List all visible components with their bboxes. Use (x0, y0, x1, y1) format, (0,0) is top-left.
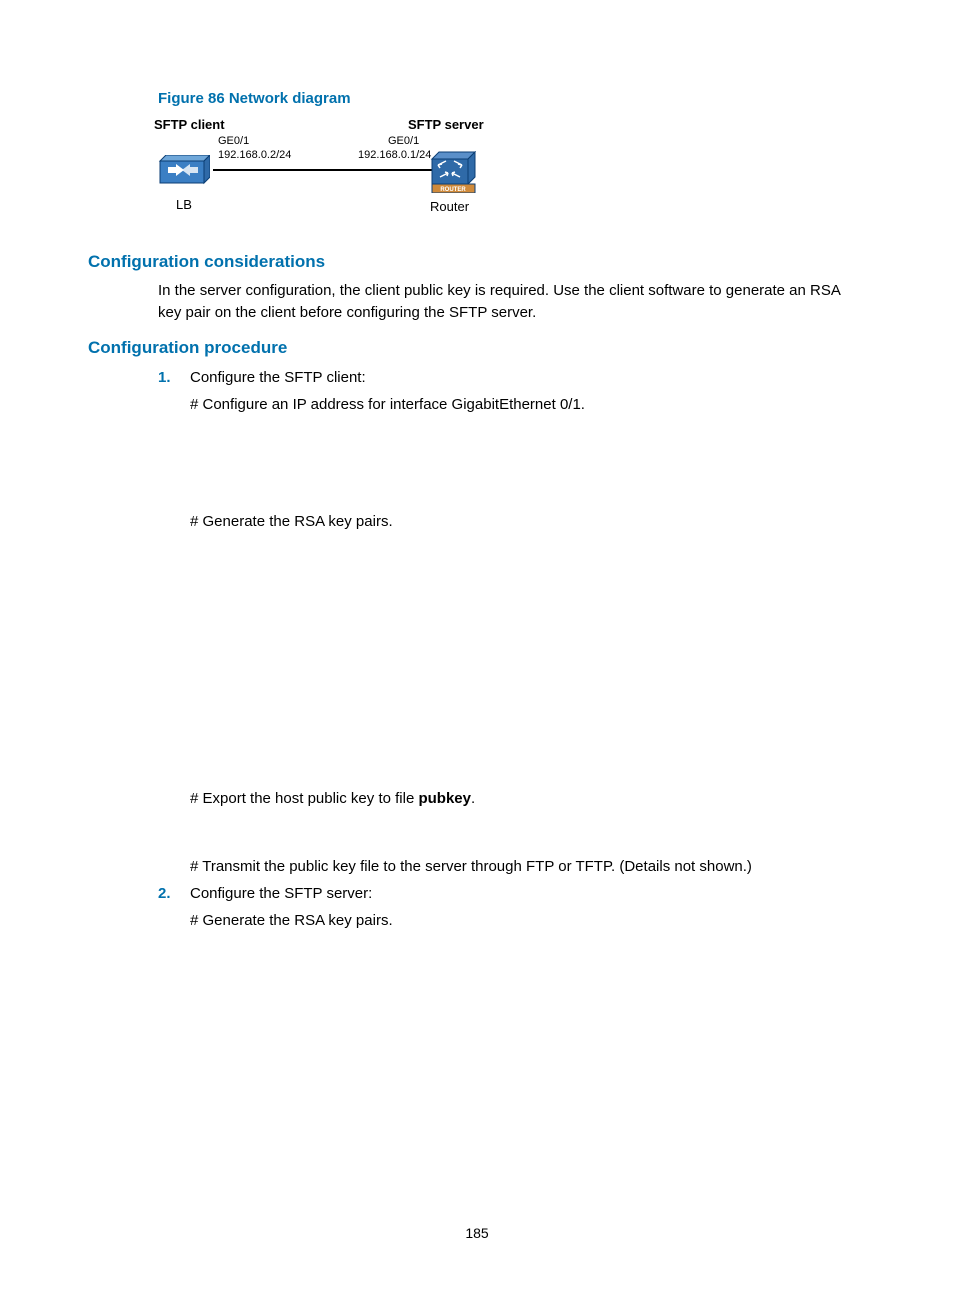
list-text-1: Configure the SFTP client: (190, 366, 874, 389)
list-number-1: 1. (158, 366, 190, 389)
diagram-right-interface: GE0/1 (388, 135, 419, 147)
spacer (88, 420, 874, 510)
lb-device-icon (154, 155, 210, 194)
item1-sub2: # Generate the RSA key pairs. (190, 510, 874, 533)
diagram-right-ip: 192.168.0.1/24 (358, 149, 431, 161)
item1-sub3-suffix: . (471, 790, 475, 807)
procedure-item-2: 2. Configure the SFTP server: (158, 882, 874, 905)
heading-procedure: Configuration procedure (88, 338, 874, 358)
item1-sub3-bold: pubkey (418, 790, 471, 807)
diagram-left-title: SFTP client (154, 117, 225, 132)
item1-sub3: # Export the host public key to file pub… (190, 787, 874, 810)
diagram-right-bottom: Router (430, 199, 469, 214)
router-label-text: ROUTER (440, 187, 466, 193)
diagram-left-bottom: LB (176, 197, 192, 212)
spacer (88, 537, 874, 787)
item1-sub3-prefix: # Export the host public key to file (190, 790, 418, 807)
considerations-text: In the server configuration, the client … (158, 280, 864, 324)
document-page: Figure 86 Network diagram SFTP client GE… (0, 0, 954, 1296)
list-text-2: Configure the SFTP server: (190, 882, 874, 905)
item1-sub4: # Transmit the public key file to the se… (190, 855, 874, 878)
list-number-2: 2. (158, 882, 190, 905)
router-device-icon: ROUTER (428, 151, 476, 198)
diagram-left-ip: 192.168.0.2/24 (218, 149, 291, 161)
network-diagram: SFTP client GE0/1 192.168.0.2/24 SFTP se… (158, 117, 498, 222)
diagram-left-interface: GE0/1 (218, 135, 249, 147)
page-number: 185 (0, 1225, 954, 1241)
figure-caption: Figure 86 Network diagram (158, 90, 874, 107)
spacer (88, 815, 874, 855)
heading-considerations: Configuration considerations (88, 252, 874, 272)
item2-sub1: # Generate the RSA key pairs. (190, 909, 874, 932)
procedure-item-1: 1. Configure the SFTP client: (158, 366, 874, 389)
diagram-right-title: SFTP server (408, 117, 484, 132)
item1-sub1: # Configure an IP address for interface … (190, 393, 874, 416)
diagram-link (213, 169, 433, 171)
